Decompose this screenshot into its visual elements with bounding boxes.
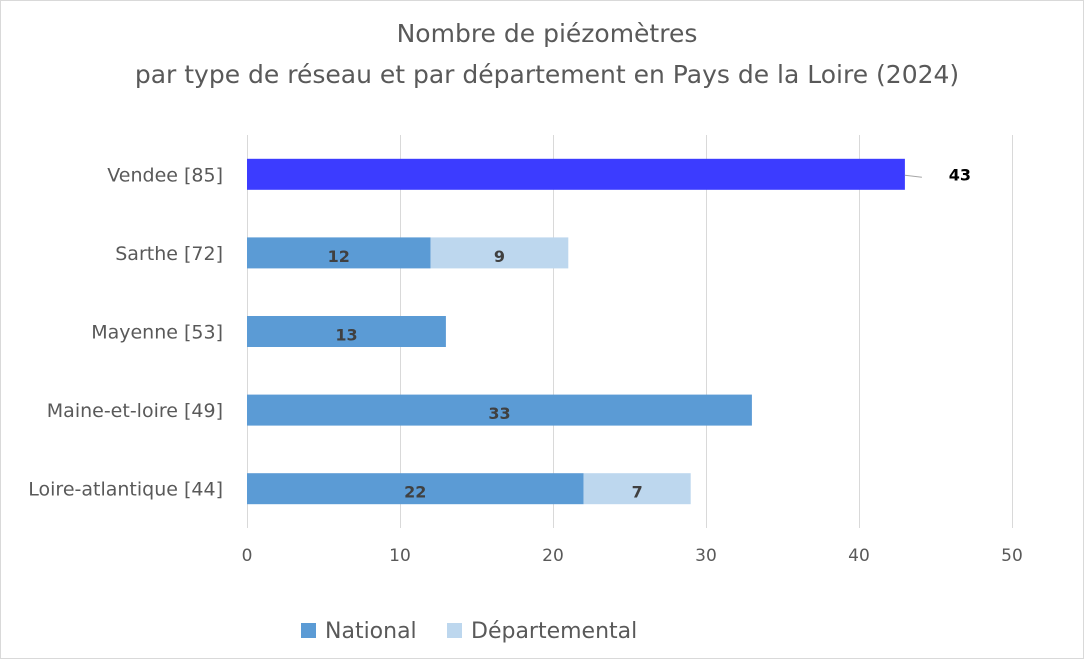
- data-label-leader-line: [904, 174, 922, 178]
- data-label: 13: [335, 326, 357, 345]
- legend-label-d-partemental: Départemental: [471, 619, 637, 644]
- x-tick-label: 40: [848, 546, 870, 566]
- category-label: Mayenne [53]: [91, 322, 223, 344]
- data-label: 43: [949, 165, 971, 184]
- x-tick-label: 30: [695, 546, 717, 566]
- data-label: 22: [404, 483, 426, 502]
- x-tick-label: 0: [242, 546, 253, 566]
- value-axis: 0 10 20 30 40 50: [242, 546, 1023, 566]
- data-label: 9: [494, 247, 505, 266]
- bar-vendee-85-national: [247, 158, 905, 190]
- x-tick-label: 50: [1001, 546, 1023, 566]
- bar-sarthe-72-d-partemental: [430, 237, 569, 269]
- bars: [247, 158, 905, 505]
- chart-title: Nombre de piézomètres: [397, 19, 698, 48]
- legend: National Départemental: [301, 619, 637, 644]
- data-labels: 43 12 9 13 33 22 7: [328, 165, 971, 501]
- category-label: Sarthe [72]: [115, 243, 223, 265]
- legend-swatch-national: [301, 623, 316, 638]
- category-label: Maine-et-loire [49]: [47, 400, 223, 422]
- data-label: 12: [328, 247, 350, 266]
- gridlines: [247, 135, 1013, 528]
- bar-loire-atlantique-44-national: [247, 473, 584, 505]
- x-tick-label: 20: [542, 546, 564, 566]
- bar-sarthe-72-national: [247, 237, 431, 269]
- legend-swatch-d-partemental: [447, 623, 462, 638]
- x-tick-label: 10: [389, 546, 411, 566]
- data-label: 33: [488, 404, 510, 423]
- category-axis: Vendee [85] Sarthe [72] Mayenne [53] Maine-…: [28, 164, 223, 500]
- bar-loire-atlantique-44-d-partemental: [583, 473, 691, 505]
- legend-label-national: National: [325, 619, 417, 644]
- bar-maine-et-loire-49-national: [247, 394, 752, 426]
- category-label: Loire-atlantique [44]: [28, 479, 223, 501]
- bar-mayenne-53-national: [247, 316, 446, 347]
- data-label: 7: [632, 483, 643, 502]
- category-label: Vendee [85]: [107, 164, 223, 186]
- chart-subtitle: par type de réseau et par département en…: [135, 60, 959, 89]
